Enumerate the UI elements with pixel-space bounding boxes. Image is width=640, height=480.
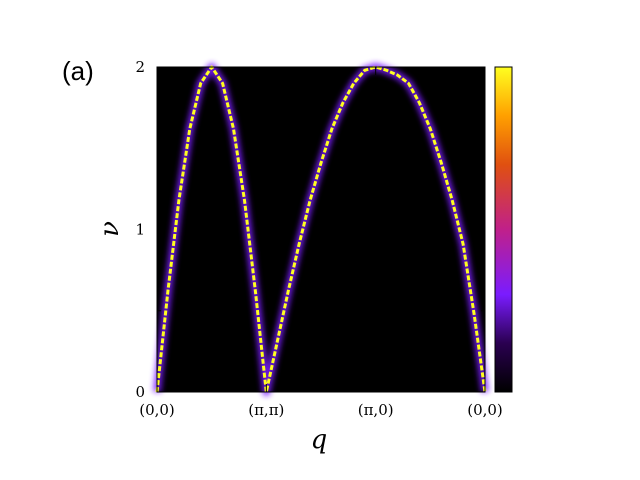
y-tick-label-0: 0	[135, 383, 145, 401]
x-tick-label-1: (π,π)	[248, 401, 284, 419]
x-tick-label-3: (0,0)	[467, 401, 503, 419]
y-tick-label-2: 2	[135, 58, 145, 76]
y-axis-title: ν	[95, 221, 125, 237]
colorbar	[494, 66, 513, 393]
heatmap-background	[157, 67, 485, 392]
y-tick-label-1: 1	[135, 221, 145, 239]
x-axis-title: q	[311, 425, 328, 455]
x-tick-label-2: (π,0)	[358, 401, 394, 419]
panel-label: (a)	[62, 56, 94, 86]
x-tick-label-0: (0,0)	[139, 401, 175, 419]
